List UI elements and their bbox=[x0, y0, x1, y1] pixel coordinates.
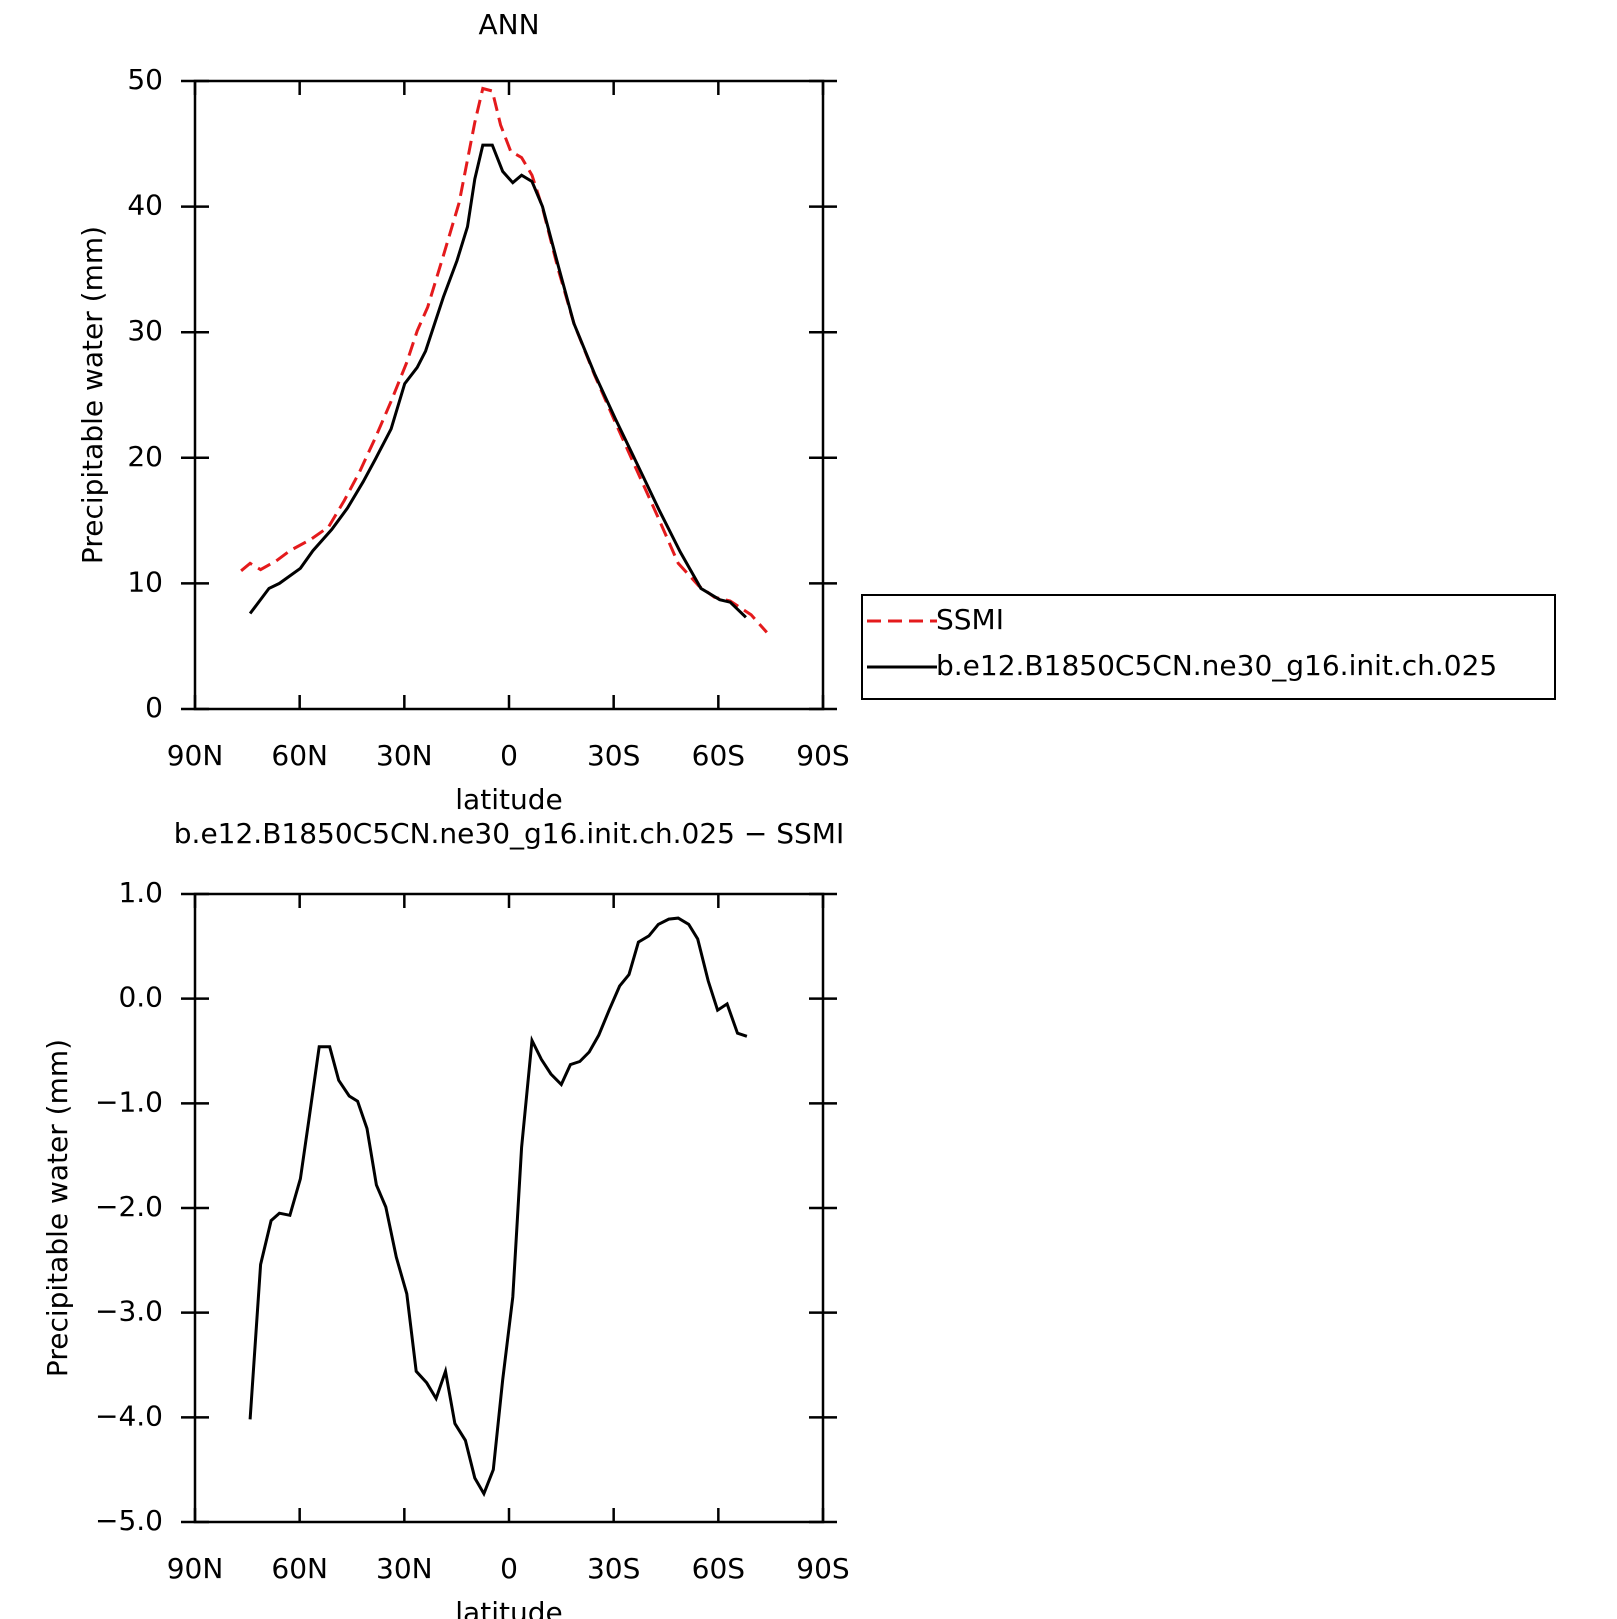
x-tick-label: 0 bbox=[500, 739, 518, 772]
y-tick-label: 0.0 bbox=[118, 981, 163, 1014]
x-tick-label: 30N bbox=[376, 1552, 433, 1585]
data-line bbox=[248, 143, 747, 619]
legend-label: b.e12.B1850C5CN.ne30_g16.init.ch.025 bbox=[936, 649, 1497, 682]
y-tick-label: −5.0 bbox=[95, 1504, 163, 1537]
data-line bbox=[248, 916, 748, 1498]
x-tick-label: 0 bbox=[500, 1552, 518, 1585]
x-axis-label: latitude bbox=[455, 783, 562, 816]
chart-title: b.e12.B1850C5CN.ne30_g16.init.ch.025 − S… bbox=[174, 817, 844, 850]
x-tick-label: 60N bbox=[271, 739, 328, 772]
x-axis-label: latitude bbox=[455, 1596, 562, 1619]
legend-label: SSMI bbox=[936, 603, 1004, 636]
x-tick-label: 30N bbox=[376, 739, 433, 772]
y-tick-label: 10 bbox=[127, 565, 163, 598]
x-tick-label: 90S bbox=[796, 739, 849, 772]
legend-box bbox=[861, 594, 1556, 700]
x-tick-label: 30S bbox=[587, 1552, 640, 1585]
data-line bbox=[240, 86, 768, 634]
y-tick-label: −3.0 bbox=[95, 1295, 163, 1328]
y-tick-label: −2.0 bbox=[95, 1190, 163, 1223]
y-tick-label: 1.0 bbox=[118, 876, 163, 909]
plot-frame bbox=[193, 892, 825, 1524]
x-tick-label: 30S bbox=[587, 739, 640, 772]
y-tick-label: −4.0 bbox=[95, 1399, 163, 1432]
chart-title: ANN bbox=[478, 8, 539, 41]
y-tick-label: 50 bbox=[127, 63, 163, 96]
y-axis-label: Precipitable water (mm) bbox=[76, 226, 109, 564]
y-axis-label: Precipitable water (mm) bbox=[41, 1039, 74, 1377]
y-tick-label: −1.0 bbox=[95, 1085, 163, 1118]
x-tick-label: 60N bbox=[271, 1552, 328, 1585]
x-tick-label: 60S bbox=[692, 739, 745, 772]
x-tick-label: 60S bbox=[692, 1552, 745, 1585]
x-tick-label: 90N bbox=[167, 739, 224, 772]
y-tick-label: 40 bbox=[127, 189, 163, 222]
x-tick-label: 90S bbox=[796, 1552, 849, 1585]
y-tick-label: 30 bbox=[127, 314, 163, 347]
y-tick-label: 0 bbox=[145, 691, 163, 724]
plot-frame bbox=[193, 79, 825, 711]
y-tick-label: 20 bbox=[127, 440, 163, 473]
x-tick-label: 90N bbox=[167, 1552, 224, 1585]
